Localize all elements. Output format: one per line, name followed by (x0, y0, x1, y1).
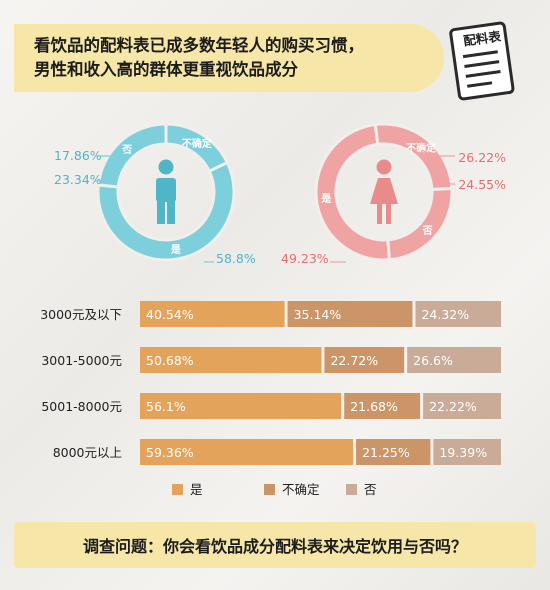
male-value-label-2: 17.86% (54, 148, 102, 163)
bar-value-label-2-1: 21.68% (350, 399, 398, 414)
female-leader-line-0 (421, 149, 455, 157)
female-donut: 是 49.23% 不确定 26.22% 否 24.55% (281, 122, 506, 266)
legend-swatch-1 (264, 484, 275, 495)
bar-value-label-1-0: 50.68% (146, 353, 194, 368)
legend-label-0: 是 (190, 482, 203, 497)
male-value-label-0: 58.8% (216, 251, 256, 266)
bar-segment-0-2 (415, 301, 501, 327)
ingredient-sheet-icon (449, 21, 515, 101)
bar-value-label-3-2: 19.39% (439, 445, 487, 460)
legend-swatch-0 (172, 484, 183, 495)
female-slice-2 (386, 186, 454, 262)
bar-segment-1-0 (140, 347, 322, 373)
income-category-label-3: 8000元以上 (53, 445, 122, 460)
bar-segment-1-2 (407, 347, 501, 373)
bar-segment-0-0 (140, 301, 285, 327)
female-value-label-2: 24.55% (458, 177, 506, 192)
legend-label-1: 不确定 (282, 482, 320, 497)
bar-value-label-0-1: 35.14% (294, 307, 342, 322)
bar-value-label-3-1: 21.25% (362, 445, 410, 460)
male-slice-label-2: 不确定 (182, 137, 212, 150)
legend-label-2: 否 (364, 482, 377, 497)
title-line-2: 男性和收入高的群体更重视饮品成分 (34, 60, 298, 79)
male-donut: 是 58.8% 否 23.34% 不确定 17.86% (54, 122, 256, 266)
ingredient-list-badge: 配料表 (447, 20, 517, 104)
male-figure-icon (156, 159, 176, 224)
female-slice-label-1: 不确定 (406, 141, 436, 154)
female-slice-label-0: 是 (320, 193, 331, 205)
female-slice-0 (314, 122, 392, 262)
bar-segment-2-1 (344, 393, 421, 419)
title-banner: 看饮品的配料表已成多数年轻人的购买习惯， 男性和收入高的群体更重视饮品成分 (14, 24, 444, 92)
male-slice-2 (164, 122, 230, 174)
bar-value-label-0-0: 40.54% (146, 307, 194, 322)
title-line-1: 看饮品的配料表已成多数年轻人的购买习惯， (34, 36, 364, 55)
survey-question: 调查问题：你会看饮品成分配料表来决定饮用与否吗？ (82, 537, 467, 556)
bar-segment-2-2 (423, 393, 501, 419)
bar-segment-3-0 (140, 439, 354, 465)
bar-value-label-0-2: 24.32% (421, 307, 469, 322)
bar-segment-1-1 (324, 347, 405, 373)
bar-value-label-1-1: 22.72% (330, 353, 378, 368)
bar-segment-3-1 (356, 439, 431, 465)
female-value-label-0: 49.23% (281, 251, 329, 266)
bar-value-label-1-2: 26.6% (413, 353, 453, 368)
legend-swatch-2 (346, 484, 357, 495)
female-figure-icon (370, 159, 398, 224)
female-value-label-1: 26.22% (458, 150, 506, 165)
question-banner: 调查问题：你会看饮品成分配料表来决定饮用与否吗？ (14, 522, 536, 568)
income-stacked-bar-chart: 3000元及以下 40.54% 35.14% 24.32% 3001-5000元 50.6… (40, 301, 501, 497)
bar-value-label-3-0: 59.36% (146, 445, 194, 460)
male-slice-0 (96, 160, 236, 262)
bar-value-label-2-2: 22.22% (429, 399, 477, 414)
bar-legend: 是 不确定 否 (172, 482, 377, 497)
page-title: 看饮品的配料表已成多数年轻人的购买习惯， 男性和收入高的群体更重视饮品成分 (34, 34, 444, 82)
income-category-label-0: 3000元及以下 (40, 307, 122, 322)
income-category-label-2: 5001-8000元 (41, 399, 122, 414)
bar-value-label-2-0: 56.1% (146, 399, 186, 414)
income-category-label-1: 3001-5000元 (41, 353, 122, 368)
male-leader-line-0 (95, 149, 129, 157)
male-slice-label-0: 是 (170, 244, 181, 256)
bar-segment-0-1 (287, 301, 413, 327)
male-value-label-1: 23.34% (54, 172, 102, 187)
male-slice-label-1: 否 (121, 144, 132, 156)
bar-segment-2-0 (140, 393, 342, 419)
female-slice-label-2: 否 (422, 225, 433, 237)
bar-segment-3-2 (433, 439, 501, 465)
